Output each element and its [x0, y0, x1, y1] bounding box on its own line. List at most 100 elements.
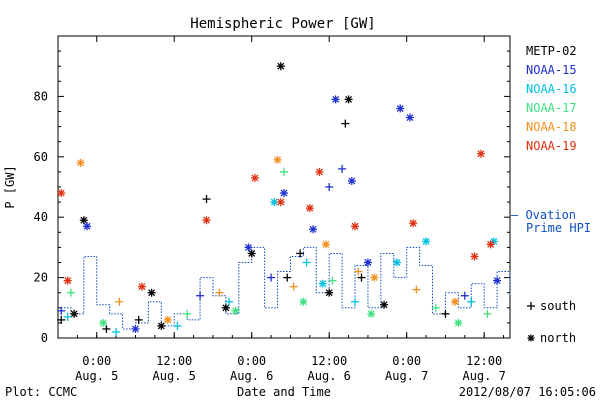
ovation-hpi-line: [58, 246, 511, 330]
star-d2: [345, 95, 353, 103]
data-point-noaa-15: [363, 258, 372, 267]
star-d2: [251, 174, 259, 182]
star-d2: [319, 280, 327, 288]
data-point-noaa-15: [338, 164, 347, 173]
data-point-noaa-16: [302, 258, 311, 267]
data-point-metp-02: [57, 315, 66, 324]
data-point-metp-02: [157, 321, 166, 330]
points-layer: [57, 62, 502, 336]
data-point-noaa-19: [276, 198, 285, 207]
data-point-metp-02: [102, 324, 111, 333]
data-point-metp-02: [70, 309, 79, 318]
data-point-noaa-17: [280, 167, 288, 176]
x-tick-date-label: Aug. 7: [385, 369, 428, 383]
star-d2: [364, 259, 372, 266]
star-d2: [332, 95, 340, 103]
star-d2: [316, 168, 323, 176]
data-point-noaa-15: [309, 225, 318, 234]
data-point-noaa-17: [328, 276, 337, 285]
star-d2: [277, 198, 285, 206]
x-tick-date-label: Aug. 6: [308, 369, 351, 383]
data-point-noaa-18: [451, 297, 460, 306]
marker-legend-label-north: north: [540, 331, 576, 345]
data-point-noaa-16: [225, 297, 234, 306]
data-point-noaa-16: [393, 258, 401, 267]
data-point-noaa-15: [57, 306, 66, 315]
data-point-noaa-17: [66, 288, 75, 297]
star-d2: [380, 301, 388, 309]
data-point-noaa-19: [202, 216, 211, 225]
data-point-noaa-18: [354, 267, 363, 276]
star-d2: [164, 316, 172, 324]
x-tick-label: 12:00: [466, 354, 502, 368]
data-point-metp-02: [276, 62, 285, 71]
legend-entry-noaa-15: NOAA-15: [526, 63, 577, 77]
x-tick-date-label: Aug. 5: [75, 369, 118, 383]
star-d2: [270, 198, 278, 206]
data-point-noaa-18: [412, 285, 421, 294]
footer-timestamp: 2012/08/07 16:05:06: [459, 385, 596, 399]
star-d2: [348, 177, 356, 185]
star-d2: [422, 237, 430, 245]
star-d2: [396, 105, 404, 112]
data-point-noaa-18: [321, 240, 330, 249]
y-tick-label: 60: [34, 150, 48, 164]
ovation-legend: — Ovation Prime HPI: [511, 208, 591, 235]
data-point-noaa-15: [83, 222, 92, 231]
y-tick-label: 40: [34, 210, 48, 224]
data-point-noaa-19: [476, 149, 485, 158]
data-point-noaa-15: [331, 95, 340, 104]
star-d2: [57, 189, 65, 197]
chart-title: Hemispheric Power [GW]: [190, 16, 375, 32]
star-d2: [299, 298, 307, 306]
star-d2: [80, 216, 88, 224]
data-point-noaa-15: [396, 104, 405, 113]
data-point-noaa-18: [215, 288, 224, 297]
data-point-noaa-17: [183, 309, 192, 318]
data-point-noaa-19: [486, 240, 495, 249]
data-point-metp-02: [247, 249, 256, 258]
data-point-noaa-19: [351, 222, 360, 231]
data-point-noaa-17: [483, 309, 492, 318]
footer-credit: Plot: CCMC: [5, 385, 77, 399]
x-tick-label: 12:00: [156, 354, 192, 368]
star-d2: [487, 240, 495, 248]
star-d2: [99, 319, 107, 327]
star-d2: [322, 240, 330, 248]
x-tick-date-label: Aug. 6: [230, 369, 273, 383]
x-tick-label: 0:00: [237, 354, 266, 368]
legend-entry-noaa-18: NOAA-18: [526, 120, 577, 134]
data-point-noaa-18: [115, 297, 124, 306]
star-d2: [70, 310, 78, 318]
data-point-noaa-19: [315, 167, 324, 176]
star-d2: [451, 298, 459, 306]
data-point-noaa-18: [289, 282, 298, 291]
data-point-noaa-15: [325, 183, 334, 191]
data-point-metp-02: [296, 249, 305, 258]
data-point-noaa-19: [250, 173, 259, 182]
data-point-noaa-16: [351, 297, 360, 306]
data-point-metp-02: [134, 315, 143, 324]
data-point-noaa-15: [460, 291, 469, 300]
data-point-metp-02: [202, 195, 211, 204]
x-tick-date-label: Aug. 7: [462, 369, 505, 383]
marker-legend-symbol-north: [527, 334, 535, 342]
data-point-metp-02: [79, 216, 88, 225]
y-axis-label: P [GW]: [3, 165, 17, 208]
data-point-metp-02: [380, 300, 389, 309]
ovation-legend-line1: — Ovation: [511, 208, 576, 222]
data-point-noaa-19: [57, 189, 66, 198]
data-point-noaa-17: [431, 303, 440, 312]
star-d2: [306, 204, 314, 212]
data-point-noaa-16: [112, 327, 121, 336]
star-d2: [232, 307, 240, 315]
data-point-noaa-15: [244, 243, 253, 252]
y-axis: 0 20 40 60 80: [34, 50, 510, 345]
star-d2: [409, 219, 417, 227]
x-tick-label: 0:00: [392, 354, 421, 368]
y-tick-label: 80: [34, 89, 48, 103]
data-point-metp-02: [441, 309, 450, 318]
data-point-noaa-16: [318, 279, 327, 288]
marker-legend-symbol-south: [527, 302, 535, 310]
